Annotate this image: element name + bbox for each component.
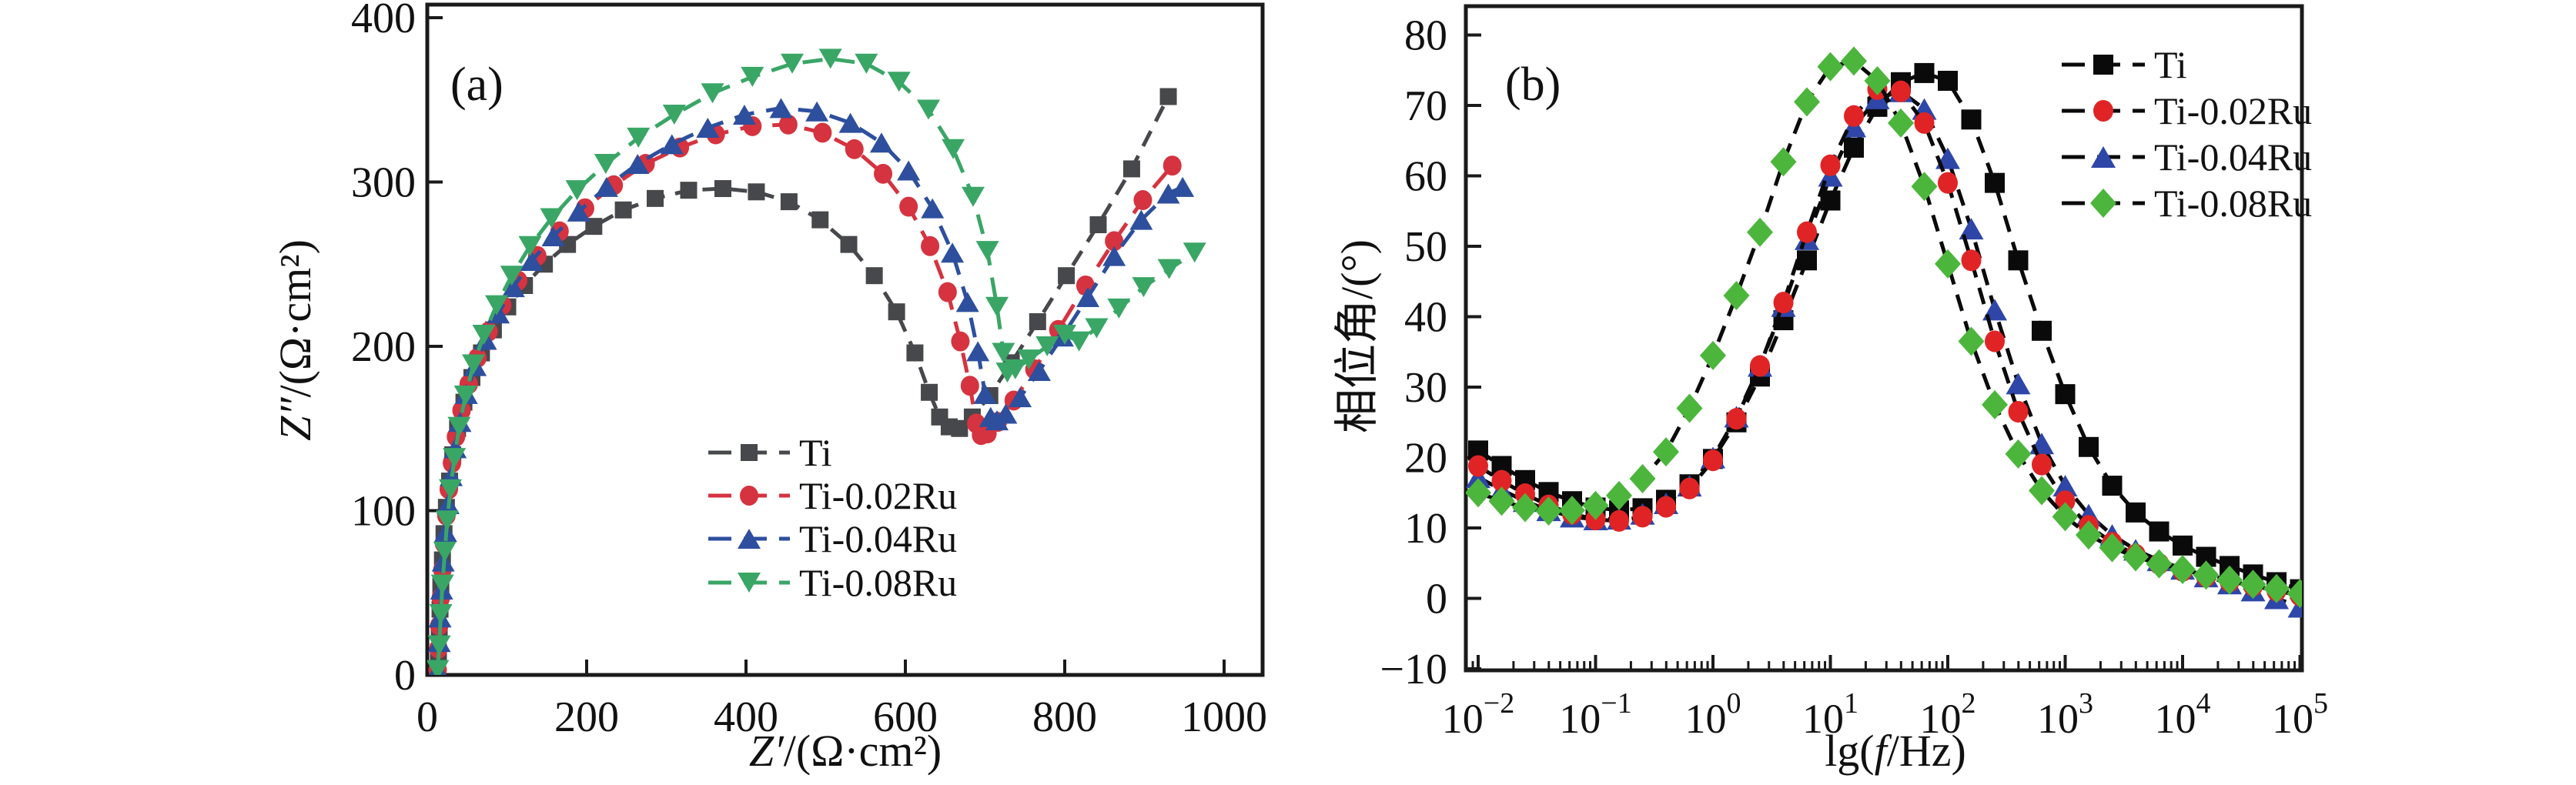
x-axis-label: lg(f/Hz) <box>1825 726 1966 776</box>
panel-b-axes: 10−2 10−1 100 101 102 103 104 105 −10 0 10 20 30 40 50… <box>1332 12 2328 777</box>
panel-a-axes: 0 200 400 600 800 10000100200300400Z′/(Ω·cm²)… <box>270 0 1267 776</box>
x-tick-label: 10−1 <box>1559 687 1631 742</box>
x-tick-label: 600 <box>873 693 938 741</box>
y-tick-label: 80 <box>1404 12 1447 60</box>
x-tick-label: 800 <box>1032 693 1097 741</box>
x-tick-label: 200 <box>554 693 619 741</box>
panel-tag: (a) <box>450 58 503 111</box>
y-tick-label: −10 <box>1380 646 1447 693</box>
series-Ti-0.08Ru <box>1466 46 2302 609</box>
panel-b: 10−2 10−1 100 101 102 103 104 105 −10 0 10 20 30 40 50… <box>1332 4 2328 777</box>
y-tick-label: 400 <box>351 0 416 42</box>
x-tick-label: 1000 <box>1181 693 1267 741</box>
y-tick-label: 30 <box>1404 364 1447 412</box>
x-tick-label: 104 <box>2155 687 2211 742</box>
y-tick-label: 20 <box>1404 435 1447 483</box>
y-tick-label: 60 <box>1404 153 1447 201</box>
legend-item-Ti-0.04Ru: Ti-0.04Ru <box>2062 135 2312 179</box>
x-tick-label: 105 <box>2272 687 2328 742</box>
legend-item-Ti-0.02Ru: Ti-0.02Ru <box>708 474 957 517</box>
legend-label: Ti-0.04Ru <box>2154 135 2312 179</box>
legend-label: Ti-0.04Ru <box>799 517 957 560</box>
y-axis-label: Z″/(Ω·cm²) <box>270 239 320 441</box>
legend-item-Ti: Ti <box>2062 43 2187 86</box>
y-tick-label: 10 <box>1404 505 1447 553</box>
x-tick-label: 0 <box>417 693 438 741</box>
legend-item-Ti-0.02Ru: Ti-0.02Ru <box>2062 89 2312 132</box>
plot-frame <box>425 2 1265 677</box>
y-tick-label: 70 <box>1404 82 1447 130</box>
legend-label: Ti <box>799 431 832 474</box>
x-tick-label: 101 <box>1802 687 1858 742</box>
y-tick-label: 0 <box>1426 576 1447 623</box>
y-tick-label: 0 <box>394 652 416 700</box>
y-tick-label: 40 <box>1404 294 1447 342</box>
x-tick-label: 10−2 <box>1442 687 1514 742</box>
x-tick-label: 102 <box>1920 687 1976 742</box>
x-tick-label: 100 <box>1685 687 1741 742</box>
plot-frame <box>1464 4 2304 673</box>
x-axis-label: Z′/(Ω·cm²) <box>749 726 942 776</box>
legend-item-Ti: Ti <box>708 431 832 474</box>
panel-a: 0 200 400 600 800 10000100200300400Z′/(Ω·cm²)… <box>270 0 1267 776</box>
y-tick-label: 200 <box>351 323 416 371</box>
legend-label: Ti-0.08Ru <box>2154 182 2312 225</box>
legend-label: Ti-0.02Ru <box>2154 89 2312 132</box>
y-tick-label: 300 <box>351 159 416 207</box>
x-tick-label: 103 <box>2037 687 2093 742</box>
y-tick-label: 50 <box>1404 223 1447 271</box>
legend-item-Ti-0.08Ru: Ti-0.08Ru <box>708 561 957 604</box>
y-axis-label: 相位角/(°) <box>1332 239 1382 433</box>
legend-item-Ti-0.04Ru: Ti-0.04Ru <box>708 517 957 560</box>
panel-tag: (b) <box>1505 58 1561 111</box>
y-tick-label: 100 <box>351 488 416 536</box>
x-tick-label: 400 <box>714 693 778 741</box>
legend-label: Ti-0.02Ru <box>799 474 957 517</box>
series-Ti-0.08Ru <box>427 48 1206 675</box>
legend-label: Ti-0.08Ru <box>799 561 957 604</box>
legend-item-Ti-0.08Ru: Ti-0.08Ru <box>2062 182 2312 225</box>
legend-label: Ti <box>2154 43 2187 86</box>
